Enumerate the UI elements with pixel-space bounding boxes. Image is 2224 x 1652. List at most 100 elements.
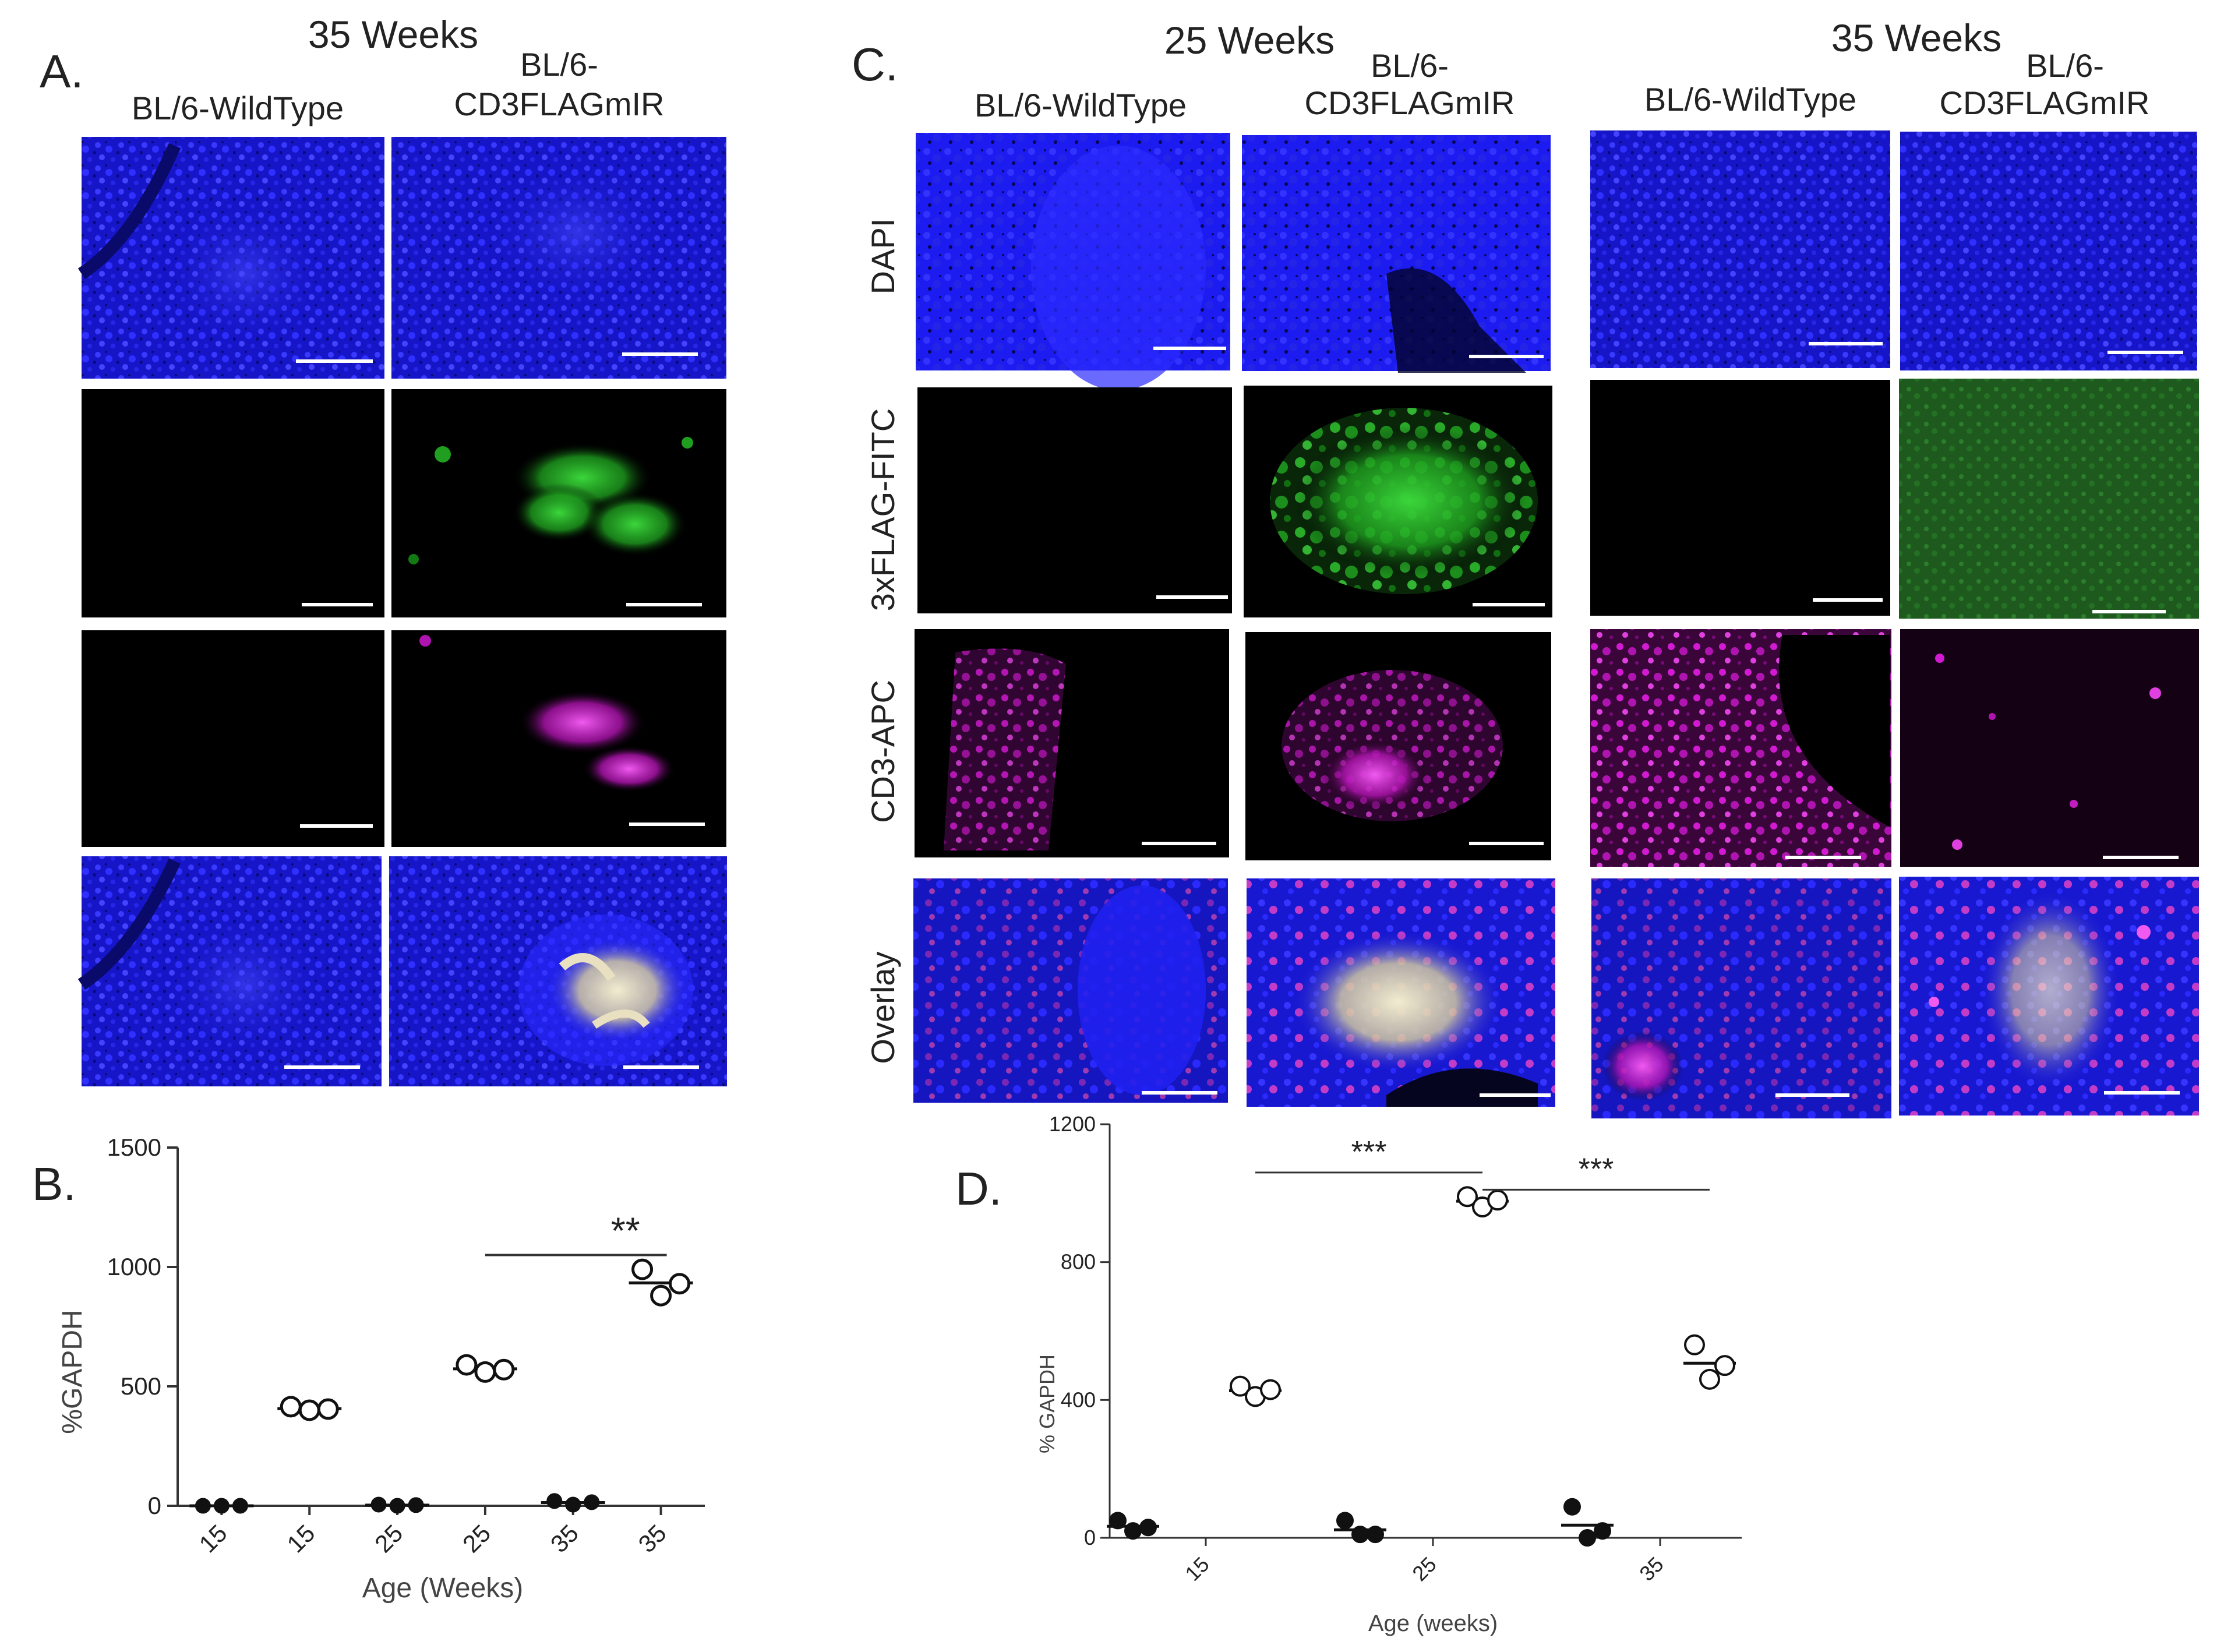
panel-a-image-apc-wt — [82, 630, 384, 847]
panel-d-data-point — [1563, 1498, 1581, 1516]
panel-b-data-point — [631, 1258, 654, 1280]
panel-c-row-label-apc: CD3-APC — [864, 680, 901, 823]
panel-c-row-label-fitc: 3xFLAG-FITC — [864, 408, 901, 611]
panel-d-data-point — [1684, 1334, 1705, 1356]
panel-b-data-point — [474, 1361, 496, 1383]
panel-d-data-point — [1351, 1526, 1369, 1544]
panel-a: A. 35 Weeks BL/6-WildType BL/6- CD3FLAGm… — [40, 13, 727, 1086]
panel-c-image-fitc-wt-25 — [917, 387, 1232, 613]
panel-b-x-tick-label: 15 — [281, 1519, 320, 1558]
panel-c-image-apc-wt-35 — [1590, 629, 1891, 867]
panel-c-row-label-overlay: Overlay — [864, 952, 901, 1064]
panel-b-data-point — [546, 1493, 563, 1509]
panel-c-col-wt-25: BL/6-WildType — [975, 87, 1187, 123]
panel-a-image-dapi-tg — [391, 137, 726, 379]
panel-a-image-fitc-wt — [82, 389, 384, 617]
panel-b-x-tick-label: 25 — [457, 1519, 496, 1558]
panel-b-data-point — [669, 1273, 691, 1295]
panel-b-data-point — [298, 1399, 320, 1421]
panel-c-image-dapi-tg-35 — [1900, 132, 2197, 370]
panel-d-data-point — [1594, 1522, 1611, 1540]
panel-c-letter: C. — [852, 38, 898, 90]
panel-b-x-axis-label: Age (Weeks) — [362, 1573, 524, 1604]
panel-c-time-header-35: 35 Weeks — [1831, 16, 2001, 59]
panel-b-data-point — [370, 1496, 387, 1513]
panel-d-data-point — [1579, 1529, 1596, 1547]
panel-d-x-axis-label: Age (weeks) — [1368, 1611, 1498, 1636]
panel-c: C. 25 Weeks 35 Weeks BL/6-WildType BL/6-… — [852, 16, 2199, 1118]
panel-a-image-overlay-tg — [389, 856, 727, 1086]
panel-c-image-overlay-tg-35 — [1899, 877, 2199, 1116]
panel-c-image-apc-wt-25 — [915, 629, 1229, 857]
panel-d-y-tick-label: 400 — [1061, 1388, 1096, 1411]
panel-c-image-fitc-wt-35 — [1590, 380, 1890, 616]
panel-c-image-apc-tg-25 — [1245, 632, 1551, 860]
panel-c-image-overlay-wt-25 — [913, 878, 1228, 1103]
panel-a-image-fitc-tg — [391, 389, 726, 617]
panel-c-col-tg-35-line2: CD3FLAGmIR — [1940, 84, 2150, 121]
panel-c-row-label-dapi: DAPI — [864, 218, 901, 295]
panel-a-image-apc-tg — [391, 630, 726, 847]
panel-a-image-dapi-wt — [77, 137, 384, 379]
panel-d-data-point — [1336, 1512, 1354, 1530]
panel-d-data-point — [1139, 1519, 1157, 1537]
panel-d-x-tick-label: 35 — [1635, 1552, 1668, 1586]
panel-b-data-point — [565, 1496, 581, 1513]
panel-d-data-point — [1367, 1526, 1384, 1544]
panel-c-col-tg-25-line2: CD3FLAGmIR — [1305, 84, 1515, 121]
panel-d-data-point — [1230, 1375, 1251, 1397]
panel-d-x-tick-label: 25 — [1407, 1552, 1441, 1586]
panel-c-image-overlay-tg-25 — [1247, 878, 1555, 1107]
panel-d-significance-label: *** — [1351, 1135, 1387, 1169]
panel-b-letter: B. — [32, 1158, 76, 1210]
panel-a-col-transgenic-line1: BL/6- — [520, 46, 598, 83]
panel-d-x-tick-label: 15 — [1180, 1552, 1213, 1586]
panel-d-data-point — [1699, 1368, 1720, 1390]
panel-c-image-overlay-wt-35 — [1591, 878, 1891, 1118]
panel-b-data-point — [650, 1284, 672, 1307]
panel-c-image-dapi-wt-25 — [916, 133, 1230, 390]
panel-c-col-tg-25-line1: BL/6- — [1371, 47, 1449, 84]
panel-b-significance-label: ** — [611, 1210, 640, 1252]
panel-a-col-wildtype: BL/6-WildType — [132, 90, 344, 126]
panel-b-data-point — [317, 1398, 339, 1420]
panel-b-x-tick-label: 15 — [194, 1519, 232, 1558]
panel-d-data-point — [1487, 1189, 1508, 1211]
panel-a-letter: A. — [40, 45, 84, 97]
panel-b-x-tick-label: 35 — [633, 1519, 672, 1558]
panel-b-chart: B. %GAPDH Age (Weeks) 0 500 1000 1500 15 15 25… — [32, 1134, 705, 1604]
panel-a-image-overlay-wt — [77, 856, 382, 1086]
panel-c-col-tg-35-line1: BL/6- — [2026, 47, 2104, 84]
panel-b-x-tick-label: 35 — [545, 1519, 584, 1558]
panel-b-y-tick-label: 0 — [148, 1492, 161, 1519]
panel-d-chart: D. % GAPDH Age (weeks) 0 400 800 1200 15 25 35… — [955, 1112, 1742, 1636]
panel-b-y-tick-label: 1000 — [107, 1253, 161, 1280]
panel-d-y-tick-label: 0 — [1084, 1526, 1096, 1549]
panel-b-data-point — [232, 1498, 248, 1514]
panel-d-data-point — [1260, 1379, 1281, 1400]
panel-b-data-point — [584, 1494, 600, 1510]
panel-b-data-point — [493, 1358, 515, 1381]
panel-d-data-point — [1109, 1512, 1127, 1530]
panel-c-image-apc-tg-35 — [1900, 629, 2199, 867]
panel-b-data-point — [195, 1498, 211, 1514]
panel-d-data-point — [1714, 1355, 1735, 1376]
panel-d-letter: D. — [955, 1163, 1002, 1215]
panel-b-y-axis-label: %GAPDH — [57, 1309, 88, 1434]
panel-b-y-tick-label: 1500 — [107, 1134, 161, 1161]
panel-d-y-axis-label: % GAPDH — [1035, 1354, 1059, 1453]
panel-d-y-tick-label: 800 — [1061, 1250, 1096, 1274]
panel-b-data-point — [389, 1498, 405, 1514]
panel-b-x-tick-label: 25 — [369, 1519, 408, 1558]
panel-c-col-wt-35: BL/6-WildType — [1644, 81, 1856, 118]
panel-b-data-point — [280, 1396, 302, 1418]
panel-c-image-fitc-tg-25 — [1244, 386, 1552, 617]
panel-d-significance-label: *** — [1579, 1152, 1614, 1186]
panel-b-data-point — [408, 1497, 424, 1513]
panel-a-time-header: 35 Weeks — [308, 13, 478, 56]
panel-d-data-point — [1457, 1186, 1478, 1208]
panel-d-data-point — [1124, 1522, 1142, 1540]
panel-c-image-fitc-tg-35 — [1899, 379, 2199, 619]
panel-b-data-point — [213, 1498, 230, 1514]
